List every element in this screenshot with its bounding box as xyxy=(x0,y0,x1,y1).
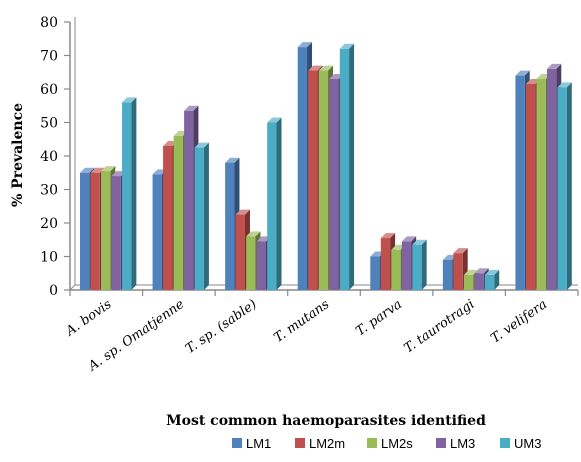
legend-label: LM3 xyxy=(450,436,475,451)
y-tick-label: 10 xyxy=(40,250,58,266)
bar xyxy=(184,110,194,291)
x-category-label: T. taurotragi xyxy=(402,297,478,356)
bar xyxy=(339,48,350,290)
bar-side xyxy=(131,97,137,291)
floor-side-edge xyxy=(69,284,76,291)
bar-side xyxy=(421,239,427,290)
bar-top xyxy=(484,269,500,275)
bar-top xyxy=(339,43,355,49)
bar-top xyxy=(267,117,282,123)
bar xyxy=(90,172,100,290)
bar-top xyxy=(246,231,261,237)
bar xyxy=(391,249,401,290)
legend-label: LM1 xyxy=(246,436,271,451)
bar xyxy=(329,78,339,290)
bar xyxy=(173,135,183,290)
bar xyxy=(111,176,121,290)
bar xyxy=(536,78,546,290)
legend-swatch xyxy=(232,438,242,448)
bars xyxy=(80,42,572,291)
y-tick-label: 70 xyxy=(40,49,58,65)
bar xyxy=(474,273,484,290)
bar-top xyxy=(184,105,199,111)
bar-top xyxy=(463,269,479,275)
legend-swatch xyxy=(367,438,377,448)
bar xyxy=(194,147,204,290)
bar xyxy=(442,259,453,290)
legend-swatch xyxy=(436,438,446,448)
bar xyxy=(412,244,422,290)
y-axis-title: % Prevalence xyxy=(10,103,26,207)
y-tick-label: 40 xyxy=(40,149,58,165)
x-category-label: A. bovis xyxy=(63,297,115,340)
bar-top xyxy=(474,268,489,274)
bar xyxy=(525,83,536,290)
x-category-label: T. parva xyxy=(353,297,405,339)
legend-swatch xyxy=(295,438,305,448)
bar-top xyxy=(235,209,250,215)
bar xyxy=(101,171,111,290)
legend: LM1 LM2m LM2s LM3 UM3 xyxy=(232,436,541,451)
x-category-label: T. velifera xyxy=(488,297,550,346)
bar xyxy=(370,256,380,290)
y-tick-label: 30 xyxy=(40,183,58,199)
bar xyxy=(163,145,173,290)
bar-top xyxy=(557,82,572,88)
x-category-label: T. sp. (sable) xyxy=(183,297,260,357)
bar-top xyxy=(453,248,468,254)
bar-side xyxy=(349,43,355,290)
bar-top xyxy=(401,236,417,242)
bar-top xyxy=(308,65,323,71)
x-category-label: T. mutans xyxy=(271,297,332,346)
legend-label: UM3 xyxy=(514,436,541,451)
bar xyxy=(463,274,474,290)
bar xyxy=(122,102,132,291)
bar xyxy=(380,238,391,290)
bar-side xyxy=(566,82,572,290)
legend-swatch xyxy=(500,438,510,448)
bar xyxy=(225,162,235,290)
bar xyxy=(557,87,567,290)
y-tick-label: 80 xyxy=(40,15,58,31)
bar xyxy=(484,274,495,290)
bar xyxy=(546,68,557,291)
bar-top xyxy=(80,167,95,173)
bar xyxy=(80,172,90,290)
bar-top xyxy=(297,42,313,48)
bar-top xyxy=(90,167,105,173)
bar-top xyxy=(122,97,137,103)
bar xyxy=(246,236,256,290)
bar xyxy=(152,174,162,290)
y-tick-label: 0 xyxy=(49,283,58,299)
y-tick-label: 20 xyxy=(40,216,58,232)
bar xyxy=(515,75,525,290)
bar-top xyxy=(225,157,240,163)
bar-top xyxy=(412,239,427,245)
bar xyxy=(453,253,463,290)
bar xyxy=(401,241,412,290)
bar xyxy=(267,122,277,290)
bar xyxy=(318,70,329,290)
legend-label: LM2m xyxy=(309,436,345,451)
legend-label: LM2s xyxy=(381,436,413,451)
bar-side xyxy=(203,142,209,290)
bar xyxy=(235,214,245,290)
bar-top xyxy=(380,233,396,239)
y-tick-label: 60 xyxy=(40,82,58,98)
bar-top xyxy=(194,142,209,148)
bar xyxy=(297,47,308,290)
bar-top xyxy=(546,63,562,69)
bar xyxy=(256,241,266,290)
bar-side xyxy=(494,269,500,290)
bar-top xyxy=(515,70,530,76)
bar-top xyxy=(318,65,334,71)
bar xyxy=(308,70,318,290)
bar-top xyxy=(101,166,116,172)
y-tick-label: 50 xyxy=(40,116,58,132)
x-axis-title: Most common haemoparasites identified xyxy=(166,413,486,429)
bar-side xyxy=(276,117,282,290)
